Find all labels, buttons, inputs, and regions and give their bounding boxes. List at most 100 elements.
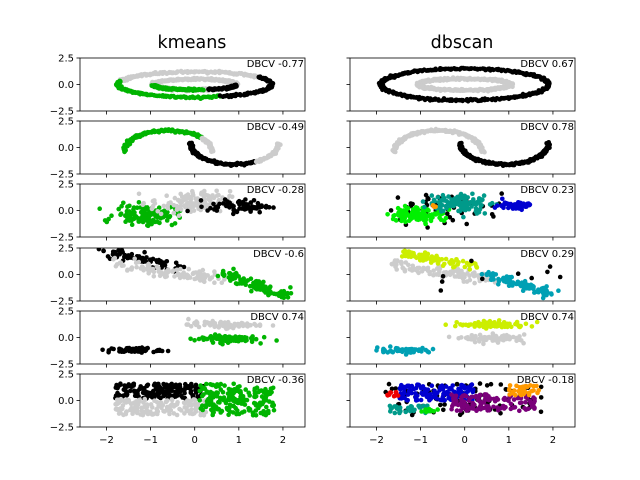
- data-point: [199, 136, 205, 141]
- data-point: [420, 208, 426, 214]
- data-point: [186, 194, 191, 199]
- data-point: [97, 206, 102, 211]
- cluster-4: [217, 74, 276, 100]
- data-point: [164, 274, 169, 279]
- data-point: [474, 264, 479, 269]
- data-point: [218, 397, 223, 403]
- data-point: [118, 348, 124, 354]
- subplot-dbscan-moons: DBCV 0.78: [346, 120, 576, 178]
- data-point: [116, 411, 122, 416]
- data-point: [227, 189, 233, 194]
- data-point: [388, 344, 393, 349]
- data-point: [136, 259, 142, 265]
- data-point: [174, 267, 180, 273]
- data-point: [479, 271, 485, 277]
- data-point: [188, 390, 194, 396]
- x-tick-label: 1: [236, 435, 242, 446]
- cluster-4: [430, 203, 438, 210]
- data-point: [499, 203, 505, 208]
- data-point: [156, 265, 161, 271]
- data-point: [123, 219, 128, 224]
- data-point: [429, 255, 434, 261]
- data-point: [411, 347, 417, 352]
- data-point: [110, 249, 116, 255]
- scatter-points: [389, 248, 563, 301]
- data-point: [231, 381, 236, 387]
- data-point: [538, 395, 544, 400]
- data-point: [271, 407, 277, 413]
- data-point: [212, 332, 218, 337]
- data-point: [136, 254, 142, 259]
- data-point: [399, 212, 405, 217]
- data-point: [201, 337, 206, 343]
- data-point: [193, 201, 198, 206]
- data-point: [253, 286, 259, 292]
- data-point: [212, 322, 218, 328]
- data-point: [203, 404, 209, 410]
- data-point: [200, 69, 206, 74]
- data-point: [143, 211, 148, 217]
- data-point: [177, 406, 182, 412]
- data-point: [163, 399, 169, 405]
- x-tick-label: 0: [192, 435, 198, 446]
- data-point: [212, 280, 217, 286]
- data-point: [441, 208, 446, 214]
- data-point: [164, 408, 170, 413]
- x-tick-label: −1: [143, 435, 158, 446]
- data-point: [121, 200, 126, 206]
- data-point: [217, 201, 222, 207]
- data-point: [114, 252, 119, 257]
- data-point: [255, 200, 261, 206]
- dbcv-score-label: DBCV 0.29: [520, 249, 574, 260]
- data-point: [399, 215, 404, 221]
- data-point: [472, 339, 478, 345]
- data-point: [460, 258, 466, 264]
- y-tick-label: −2.5: [50, 360, 74, 371]
- scatter-points: [100, 316, 279, 355]
- data-point: [395, 195, 401, 200]
- data-point: [164, 193, 169, 198]
- data-point: [200, 386, 205, 392]
- data-point: [538, 384, 544, 390]
- data-point: [446, 194, 451, 199]
- data-point: [210, 335, 216, 341]
- data-point: [234, 411, 239, 417]
- data-point: [466, 206, 472, 212]
- data-point: [443, 215, 449, 221]
- data-point: [159, 262, 165, 268]
- data-point: [529, 275, 534, 281]
- data-point: [420, 215, 425, 220]
- data-point: [410, 265, 416, 270]
- data-point: [263, 290, 268, 295]
- data-point: [245, 202, 250, 207]
- data-point: [446, 334, 452, 340]
- data-point: [169, 388, 175, 394]
- data-point: [173, 260, 179, 266]
- data-point: [288, 291, 294, 296]
- data-point: [231, 266, 236, 272]
- data-point: [546, 140, 551, 145]
- data-point: [196, 324, 202, 330]
- data-point: [251, 280, 256, 286]
- data-point: [274, 141, 280, 146]
- data-point: [131, 383, 136, 388]
- data-point: [443, 256, 449, 262]
- data-point: [268, 386, 274, 392]
- data-point: [132, 405, 138, 410]
- data-point: [114, 382, 119, 388]
- cluster-1: [184, 316, 276, 332]
- data-point: [434, 253, 439, 259]
- data-point: [385, 212, 390, 217]
- data-point: [447, 202, 452, 207]
- data-point: [472, 335, 478, 341]
- column-title-kmeans: kmeans: [158, 33, 227, 53]
- data-point: [484, 383, 490, 388]
- data-point: [178, 207, 184, 212]
- data-point: [117, 392, 122, 398]
- y-tick-label: 0.0: [58, 143, 74, 154]
- data-point: [390, 216, 396, 222]
- data-point: [483, 320, 488, 326]
- data-point: [199, 190, 204, 196]
- data-point: [235, 408, 240, 413]
